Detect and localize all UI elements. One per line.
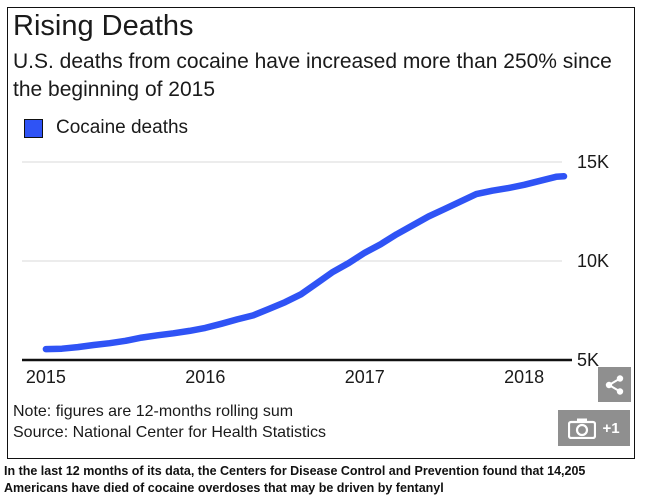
share-button[interactable] <box>598 367 631 402</box>
y-tick-label: 5K <box>577 350 599 370</box>
x-tick-label: 2015 <box>26 367 66 387</box>
chart-title: Rising Deaths <box>13 10 194 42</box>
photo-count: +1 <box>602 419 620 437</box>
legend: Cocaine deaths <box>24 117 188 139</box>
chart-note: Note: figures are 12-months rolling sum … <box>13 401 326 443</box>
chart-frame <box>7 7 635 459</box>
image-caption: In the last 12 months of its data, the C… <box>4 464 586 495</box>
legend-label-cocaine-deaths: Cocaine deaths <box>56 117 189 138</box>
y-tick-label: 15K <box>577 152 609 172</box>
legend-swatch-cocaine-deaths <box>24 118 43 138</box>
photo-gallery-button[interactable]: +1 <box>558 410 630 446</box>
series-line-cocaine-deaths <box>42 173 568 353</box>
note-text: Note: figures are 12-months rolling sum <box>13 403 294 420</box>
x-tick-label: 2016 <box>185 367 225 387</box>
x-tick-label: 2018 <box>504 367 544 387</box>
share-icon <box>605 374 623 395</box>
x-tick-label: 2017 <box>345 367 385 387</box>
camera-icon <box>568 418 597 439</box>
chart-subtitle: U.S. deaths from cocaine have increased … <box>13 50 612 101</box>
y-tick-label: 10K <box>577 251 609 271</box>
source-text: Source: National Center for Health Stati… <box>13 424 327 441</box>
